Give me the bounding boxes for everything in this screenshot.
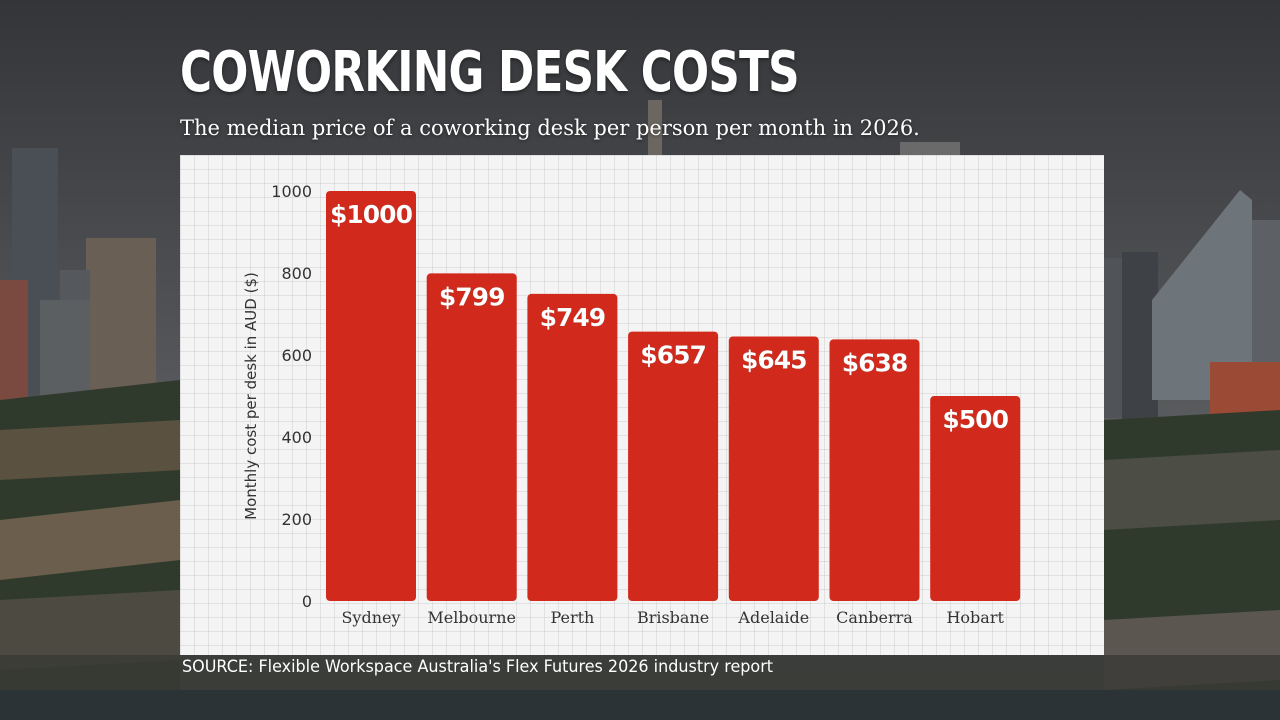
chart-panel: 0 200 400 600 800 1000 Monthly cost per desk i…	[180, 155, 1104, 655]
x-category-label: Melbourne	[427, 608, 516, 627]
y-tick-label: 400	[281, 428, 312, 447]
chart-title: COWORKING DESK COSTS	[180, 40, 800, 105]
y-tick-label: 0	[302, 592, 312, 611]
bar-canberra	[829, 339, 920, 601]
x-category-label: Canberra	[836, 608, 913, 627]
bar-hobart	[930, 396, 1021, 601]
x-category-label: Sydney	[341, 608, 400, 627]
y-tick-label: 1000	[271, 182, 312, 201]
bar-value-label: $799	[439, 282, 505, 311]
source-note: SOURCE: Flexible Workspace Australia's F…	[182, 657, 774, 677]
bar-value-label: $749	[540, 303, 606, 332]
bar-melbourne	[426, 273, 517, 601]
bar-value-label: $1000	[330, 200, 413, 229]
y-axis-label: Monthly cost per desk in AUD ($)	[242, 272, 260, 520]
x-category-label: Perth	[550, 608, 594, 627]
bar-perth	[527, 293, 618, 601]
bar-value-label: $500	[942, 405, 1008, 434]
x-category-label: Hobart	[946, 608, 1004, 627]
y-tick-label: 200	[281, 510, 312, 529]
chart-subtitle: The median price of a coworking desk per…	[180, 116, 920, 140]
bar-value-label: $638	[842, 348, 908, 377]
bar-value-label: $645	[741, 346, 807, 375]
bar-brisbane	[628, 331, 719, 601]
bar-chart: 0 200 400 600 800 1000 Monthly cost per desk i…	[242, 182, 1021, 627]
y-tick-label: 800	[281, 264, 312, 283]
y-tick-label: 600	[281, 346, 312, 365]
bar-value-label: $657	[640, 341, 706, 370]
x-category-label: Brisbane	[637, 608, 709, 627]
x-category-label: Adelaide	[737, 608, 809, 627]
bar-adelaide	[728, 336, 819, 601]
bar-sydney	[326, 191, 416, 601]
